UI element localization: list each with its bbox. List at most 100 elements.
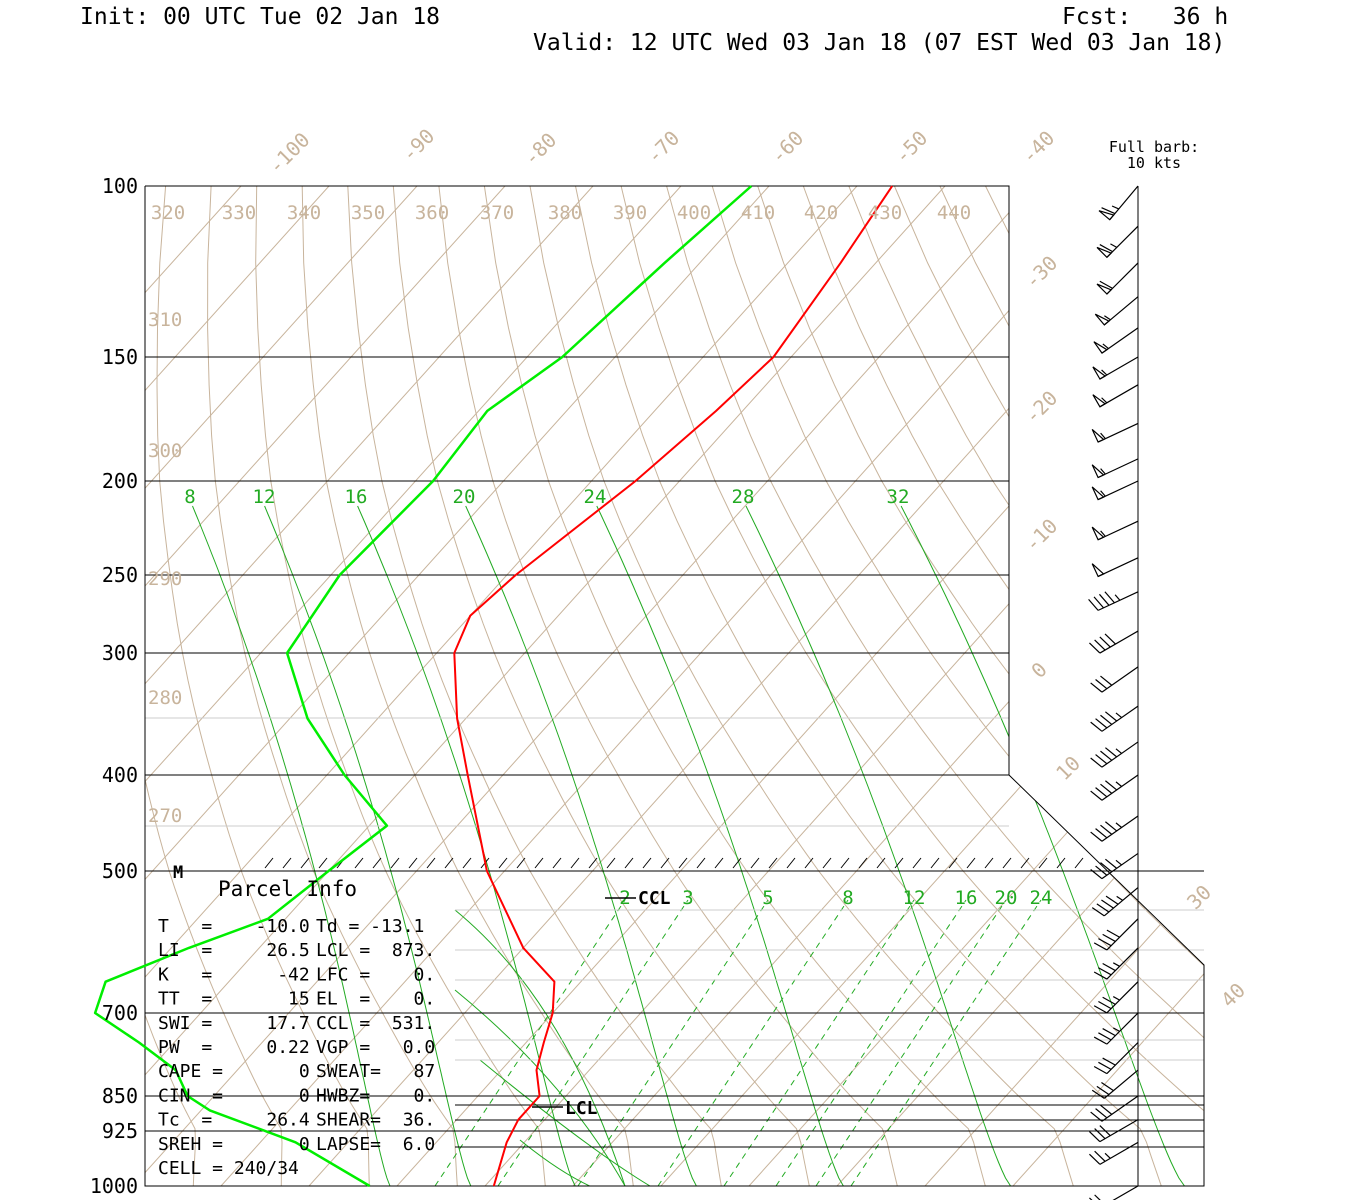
wind-barb-full [1098,938,1112,947]
hatch-mark [858,857,868,869]
wind-barb-staff [1097,520,1139,541]
hatch-mark [318,857,328,869]
mixing-ratio-line [723,899,915,1186]
isotherm-label: -70 [642,126,685,169]
pressure-label: 850 [102,1084,138,1108]
wind-barb-full [1096,903,1110,913]
hatch-mark [1074,857,1084,869]
dry-adiabat-line [666,186,1204,1186]
wind-barb-full [1090,831,1103,842]
wind-barb-full [1102,933,1116,942]
wind-barb-full [1100,862,1113,873]
hatch-mark [876,857,886,869]
dry-adiabat-line [711,186,1204,1186]
wind-barb-flag [1098,210,1115,221]
wind-barb [1091,480,1139,501]
hatch-mark [948,857,958,869]
parcel-info-left: Tc = 26.4 [158,1110,310,1131]
isotherm-line [145,186,418,1186]
wind-barb-staff [1106,262,1139,295]
wind-barb-flag [1091,486,1105,501]
hatch-mark [642,857,652,869]
mixing-ratio-line [577,899,769,1186]
hatch-mark [1020,857,1030,869]
wind-barb-half [1100,432,1106,440]
isotherm-line [145,186,770,1186]
wind-barb-half [1116,895,1124,901]
parcel-info-right: SHEAR= 36. [316,1110,435,1131]
wind-barb-staff [1101,666,1139,693]
wind-barb-full [1099,244,1113,253]
wind-barb-flag [1096,283,1113,295]
wind-barb [1093,947,1139,980]
isotherm-label: -40 [1017,126,1060,169]
wind-barb-staff [1106,225,1139,258]
wind-barb-staff [1106,1042,1139,1075]
dry-adiabat-line [1076,186,1204,1186]
hatch-mark [390,857,400,869]
wind-barb-flag [1091,428,1105,443]
wind-barb-full [1100,714,1113,725]
wind-barb-flag [1091,526,1105,541]
theta-label: 350 [351,202,385,224]
isotherm-line [484,186,1204,1186]
dry-adiabat-line [145,186,197,1186]
isotherm-label: -80 [519,128,562,171]
mixing-ratio-label: 3 [682,887,693,909]
moist-adiabat-line [596,505,844,1186]
pressure-label: 500 [102,859,138,883]
isotherm-line [924,186,1204,1186]
wind-barb-staff [1097,557,1139,577]
hatch-mark [768,857,778,869]
dry-adiabat-line [1030,186,1204,1186]
theta-label: 370 [480,202,514,224]
wind-barb-half [1111,205,1119,210]
hatch-mark [1056,857,1066,869]
wind-barb-full [1099,636,1111,648]
wind-barb [1089,630,1139,654]
dry-adiabat-line [848,186,1204,1186]
moist-adiabat-line [900,505,1185,1186]
wind-barb-half [1101,369,1108,376]
mixing-ratio-label: 20 [995,887,1018,909]
isotherm-line [145,186,858,1186]
lcl-marker: LCL [565,1098,598,1119]
wind-barb-staff [1103,296,1139,326]
wind-barb-full [1095,1108,1108,1119]
isotherm-line [660,186,1204,1186]
hatch-mark [282,857,292,869]
wind-barb-staff [1106,918,1139,951]
wind-barb-half [1114,594,1121,601]
hatch-mark [930,857,940,869]
parcel-info-right: CCL = 531. [316,1013,435,1034]
moist-adiabat-label: 32 [887,486,910,508]
hatch-mark [624,857,634,869]
wind-barb-staff [1101,327,1139,354]
wind-barb-full [1102,1028,1116,1037]
parcel-info-left: CAPE = 0 [158,1061,310,1082]
theta-label: 310 [148,309,182,331]
plot-border [144,185,1205,1187]
hatch-mark [1038,857,1048,869]
wind-barb-full [1094,1194,1101,1200]
wind-barb-full [1099,280,1113,289]
wind-barb-half [1100,490,1106,497]
wind-barb-half [1100,530,1106,537]
wind-barb-full [1105,747,1118,758]
wind-barb-staff [1101,741,1139,768]
wind-barb-flag [1092,394,1107,408]
wind-barb-full [1095,718,1108,729]
wind-barb-full [1105,895,1119,905]
parcel-info-left: TT = 15 [158,989,310,1010]
hatch-mark [696,857,706,869]
hatch-mark [606,857,616,869]
wind-barb-full [1090,869,1103,880]
wind-barb [1090,774,1139,801]
pressure-label: 150 [102,345,138,369]
theta-label: 330 [222,202,256,224]
mixing-ratio-line [434,899,626,1186]
wind-barb-staff [1097,480,1139,501]
wind-barb-full [1094,1150,1106,1162]
theta-label: 280 [148,687,182,709]
